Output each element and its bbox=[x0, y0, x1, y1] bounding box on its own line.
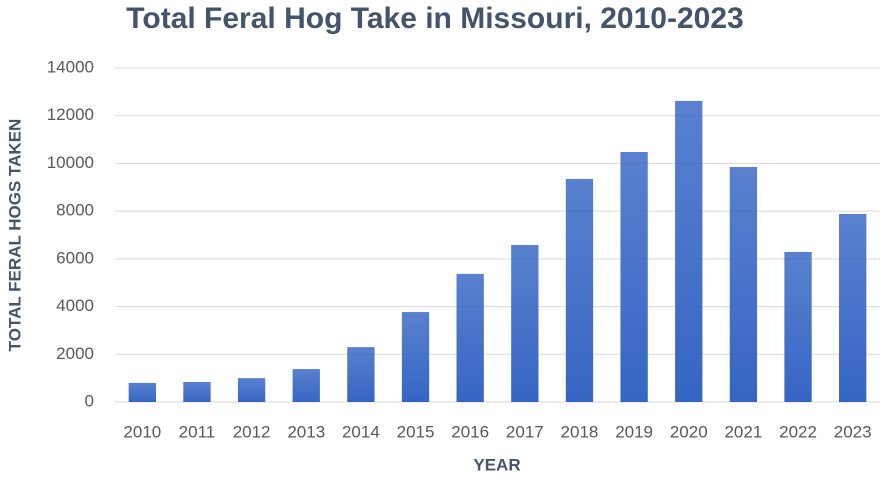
x-tick-label: 2022 bbox=[779, 422, 817, 441]
bar bbox=[292, 369, 320, 402]
y-tick-label: 6000 bbox=[56, 248, 94, 267]
x-tick-label: 2018 bbox=[561, 422, 599, 441]
bar bbox=[128, 382, 156, 402]
y-tick-label: 8000 bbox=[56, 201, 94, 220]
bar bbox=[839, 214, 867, 402]
x-tick-label: 2017 bbox=[506, 422, 544, 441]
x-tick-label: 2013 bbox=[287, 422, 325, 441]
x-tick-label: 2020 bbox=[670, 422, 708, 441]
bar bbox=[456, 273, 484, 402]
bar bbox=[347, 347, 375, 402]
bar bbox=[401, 312, 430, 402]
bar bbox=[675, 100, 703, 403]
x-tick-label: 2021 bbox=[724, 422, 762, 441]
bar bbox=[729, 167, 758, 402]
x-tick-label: 2015 bbox=[397, 422, 435, 441]
bar bbox=[784, 251, 812, 402]
x-tick-label: 2010 bbox=[123, 422, 161, 441]
x-tick-label: 2011 bbox=[179, 422, 216, 441]
x-tick-label: 2014 bbox=[342, 422, 380, 441]
bar bbox=[565, 178, 594, 402]
x-tick-label: 2012 bbox=[233, 422, 271, 441]
y-tick-label: 12000 bbox=[47, 105, 94, 124]
y-axis-title: TOTAL FERAL HOGS TAKEN bbox=[5, 119, 24, 352]
x-axis-title: YEAR bbox=[473, 455, 520, 474]
y-tick-label: 4000 bbox=[56, 296, 94, 315]
bar bbox=[620, 151, 648, 402]
y-tick-label: 2000 bbox=[56, 344, 94, 363]
x-tick-label: 2023 bbox=[834, 422, 872, 441]
x-tick-label: 2016 bbox=[451, 422, 489, 441]
bar bbox=[511, 245, 539, 402]
y-tick-label: 14000 bbox=[47, 57, 94, 76]
y-tick-label: 10000 bbox=[47, 153, 94, 172]
x-tick-label: 2019 bbox=[615, 422, 653, 441]
bar bbox=[237, 378, 266, 402]
y-tick-label: 0 bbox=[85, 391, 94, 410]
chart-title: Total Feral Hog Take in Missouri, 2010-2… bbox=[126, 2, 743, 35]
bar bbox=[183, 381, 211, 402]
